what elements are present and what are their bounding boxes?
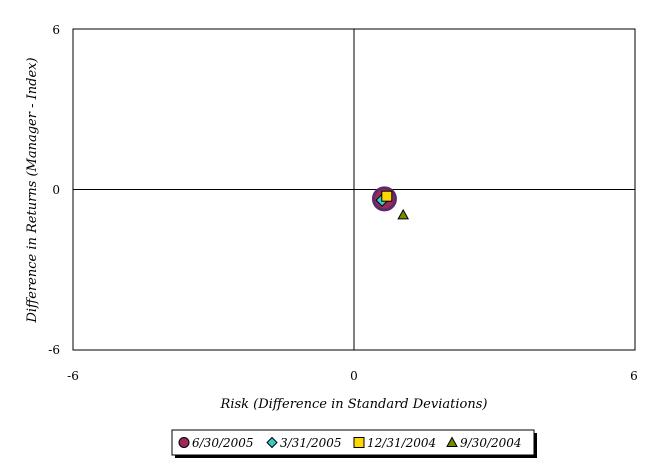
point-triangle-3-0 (397, 208, 410, 220)
y-tick-zero: 0 (52, 183, 60, 197)
point-square-2-0 (381, 190, 393, 202)
y-axis-title: Difference in Returns (Manager - Index) (25, 57, 40, 323)
legend-box (171, 429, 535, 456)
legend-label-3: 9/30/2004 (460, 436, 522, 450)
legend-label-2: 12/31/2004 (367, 436, 436, 450)
legend-marker-square (353, 437, 365, 448)
legend: 6/30/2005 3/31/2005 12/31/2004 9/30/2004 (171, 429, 537, 458)
legend-marker-triangle (446, 436, 458, 447)
x-tick-left: -6 (67, 369, 79, 383)
y-tick-bottom: -6 (48, 343, 60, 357)
data-points (371, 186, 410, 220)
x-tick-zero: 0 (350, 369, 358, 383)
legend-marker-diamond (266, 436, 278, 449)
x-axis-title: Risk (Difference in Standard Deviations) (220, 397, 488, 412)
x-tick-right: 6 (630, 369, 638, 383)
legend-label-1: 3/31/2005 (280, 436, 342, 450)
legend-label-0: 6/30/2005 (192, 436, 254, 450)
legend-marker-circle (178, 437, 190, 448)
y-tick-top: 6 (52, 23, 60, 37)
